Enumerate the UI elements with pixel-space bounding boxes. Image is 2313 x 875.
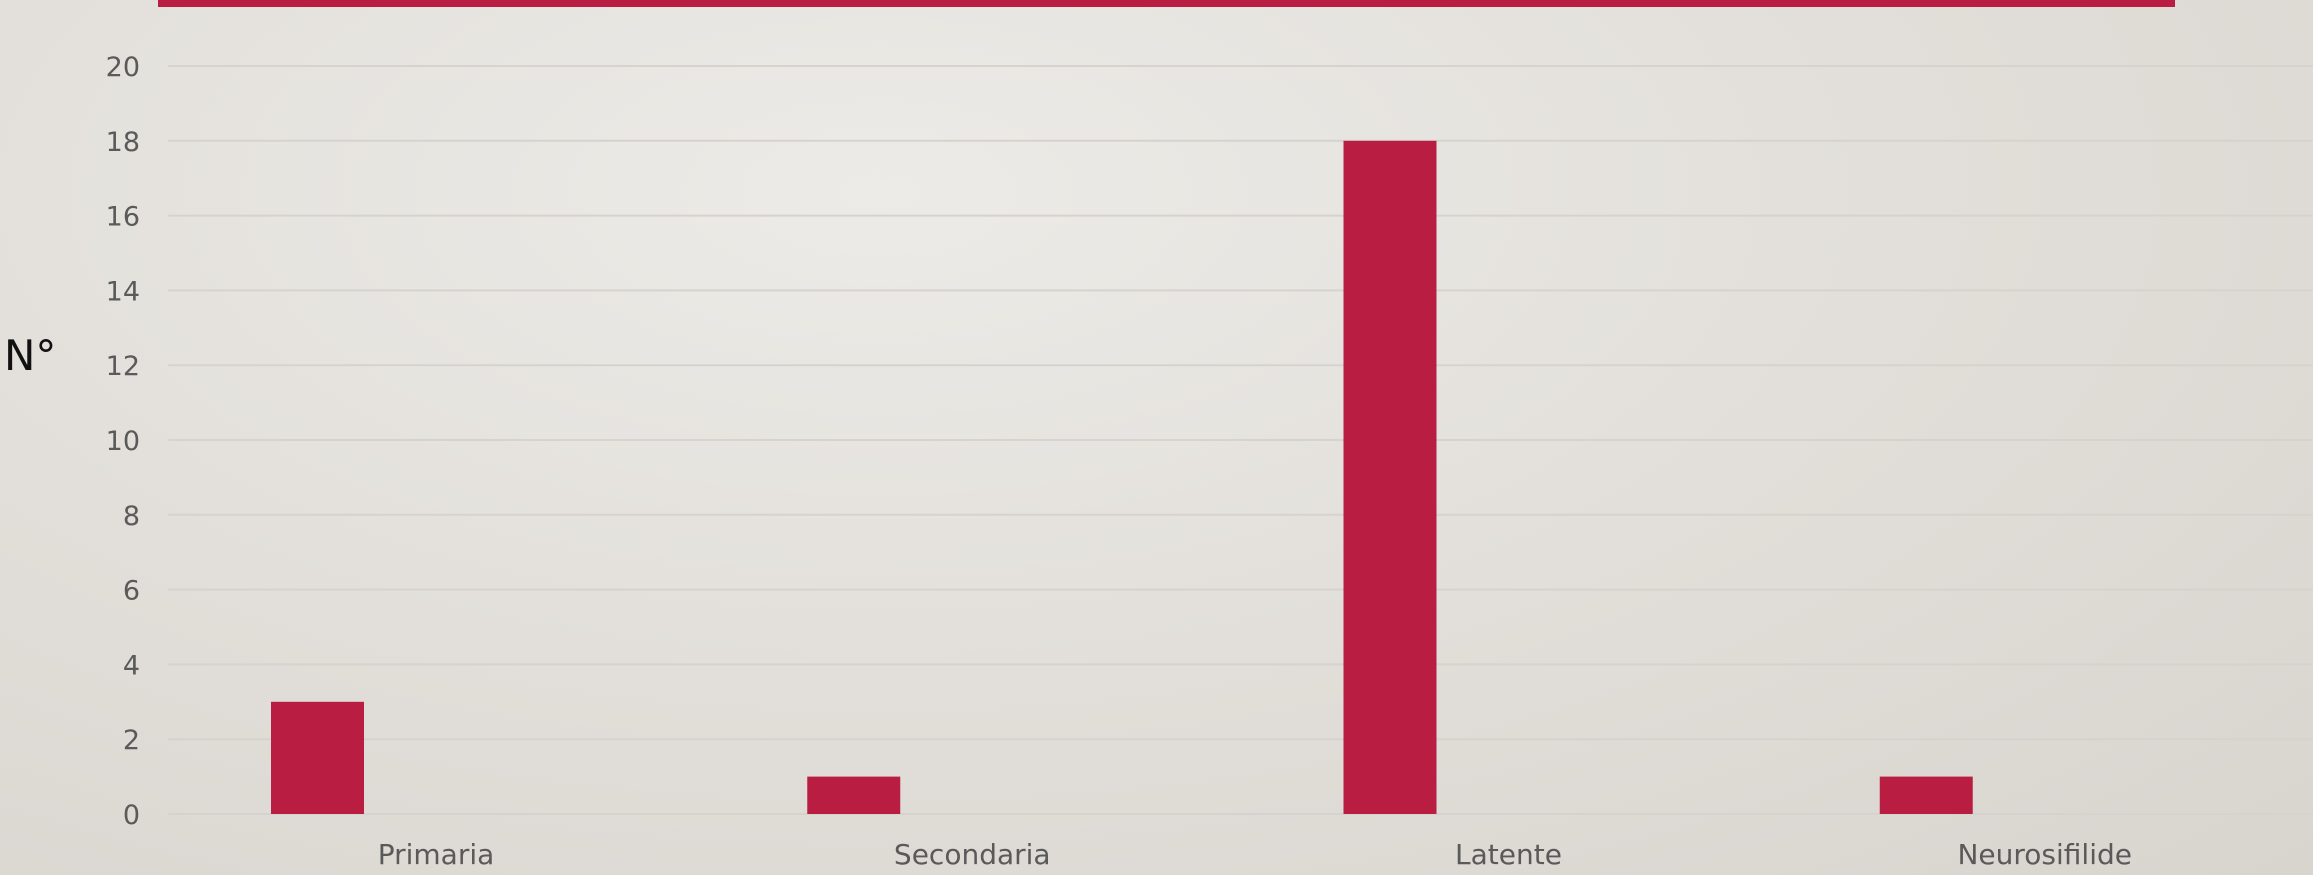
bar-latente	[1343, 140, 1437, 815]
x-category-label: Latente	[1455, 838, 1562, 871]
x-category-label: Neurosifilide	[1957, 838, 2132, 871]
y-tick-label: 6	[123, 576, 140, 607]
y-tick-label: 12	[106, 351, 140, 382]
bar-secondaria	[807, 776, 901, 814]
bars	[271, 140, 1973, 815]
x-category-label: Primaria	[378, 838, 495, 871]
x-axis-labels: Primaria Secondaria Latente Neurosifilide	[378, 838, 2132, 871]
y-tick-label: 16	[106, 202, 140, 233]
y-axis-label: N°	[4, 331, 56, 380]
y-tick-label: 18	[106, 127, 140, 158]
y-tick-label: 10	[106, 426, 140, 457]
y-axis-ticks: 0 2 4 6 8 10 12 14 16 18 20	[106, 52, 140, 831]
bar-primaria	[271, 701, 364, 814]
y-tick-label: 20	[106, 52, 140, 83]
gridlines	[168, 65, 2313, 815]
y-tick-label: 2	[123, 725, 140, 756]
y-tick-label: 8	[123, 501, 140, 532]
top-accent-band	[158, 0, 2175, 7]
y-tick-label: 14	[106, 276, 140, 307]
x-category-label: Secondaria	[894, 838, 1051, 871]
bar-neurosifilide	[1879, 776, 1973, 814]
y-tick-label: 4	[123, 650, 140, 681]
y-tick-label: 0	[123, 800, 140, 831]
